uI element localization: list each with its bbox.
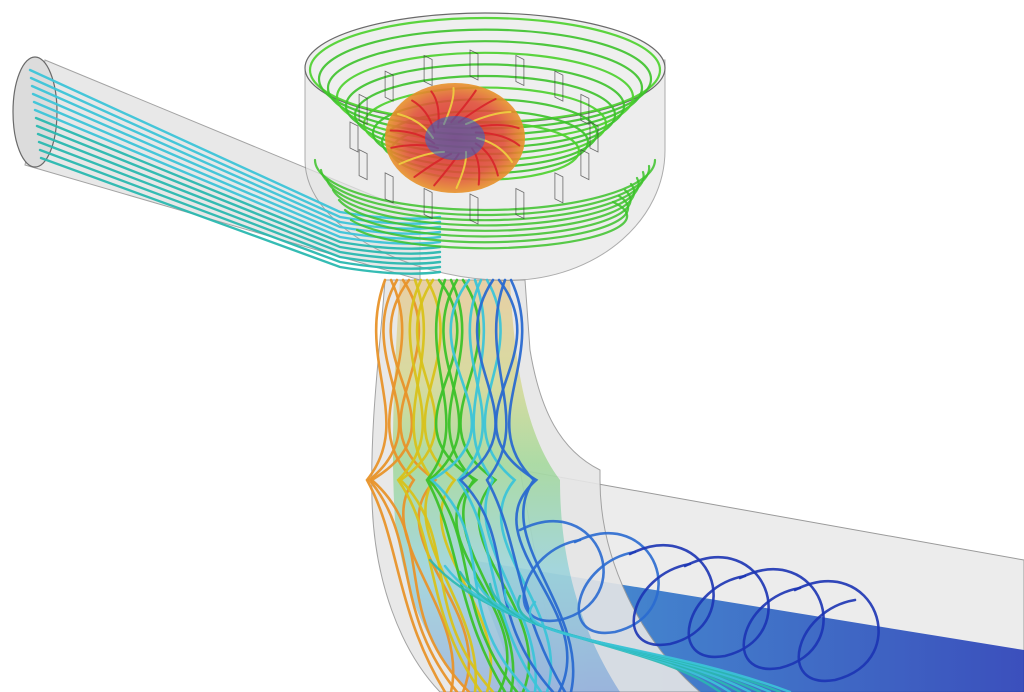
- streamline: [369, 278, 471, 692]
- streamline: [36, 132, 442, 260]
- guide-vane: [589, 121, 599, 153]
- streamline: [387, 278, 455, 692]
- guide-vane: [515, 54, 525, 87]
- streamline: [34, 116, 442, 250]
- guide-vane: [349, 121, 359, 153]
- streamline: [396, 278, 483, 692]
- streamline: [38, 148, 442, 270]
- streamline: [32, 100, 442, 240]
- draft-tube-streamlines: [365, 278, 575, 692]
- streamline: [683, 556, 770, 659]
- guide-vane: [469, 49, 479, 81]
- streamline: [628, 544, 715, 647]
- guide-vane: [580, 148, 590, 181]
- guide-vane: [358, 93, 368, 126]
- streamline: [425, 278, 507, 692]
- guide-vane: [580, 93, 590, 126]
- streamline: [528, 600, 792, 692]
- guide-vane: [423, 54, 433, 87]
- streamline: [483, 278, 553, 692]
- streamline: [429, 278, 531, 692]
- guide-vane: [358, 148, 368, 181]
- streamline: [518, 520, 605, 623]
- streamline: [494, 278, 569, 692]
- guide-vane: [384, 70, 394, 102]
- streamline: [434, 278, 509, 692]
- guide-vanes: [349, 49, 599, 225]
- streamline: [367, 278, 459, 692]
- streamline: [793, 580, 880, 683]
- streamline: [399, 278, 471, 692]
- streamline: [398, 278, 495, 692]
- guide-vane: [554, 172, 564, 204]
- runner: [385, 83, 525, 193]
- streamline: [355, 200, 629, 250]
- streamline: [35, 124, 442, 255]
- streamline: [337, 182, 636, 232]
- streamline: [573, 532, 660, 635]
- streamline: [33, 108, 442, 245]
- streamline: [325, 170, 645, 222]
- streamline: [37, 140, 442, 265]
- streamline: [738, 568, 825, 671]
- streamline: [313, 158, 657, 212]
- streamline: [39, 156, 442, 275]
- outlet-streamlines: [428, 520, 880, 692]
- guide-vane: [515, 187, 525, 220]
- streamline: [427, 278, 519, 692]
- streamline: [447, 278, 515, 692]
- guide-vane: [384, 172, 394, 204]
- guide-vane: [554, 70, 564, 102]
- streamline: [365, 278, 447, 692]
- streamline: [456, 278, 543, 692]
- guide-vane: [423, 187, 433, 220]
- guide-vane: [469, 193, 479, 225]
- streamline: [423, 278, 493, 692]
